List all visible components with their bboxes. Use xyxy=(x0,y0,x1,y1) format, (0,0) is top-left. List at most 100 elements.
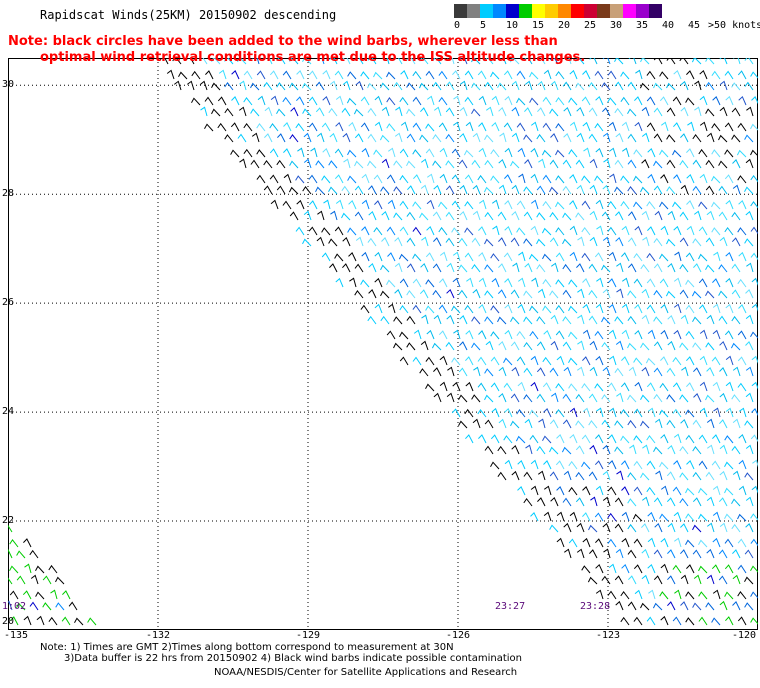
wind-barb xyxy=(361,173,370,184)
wind-barb xyxy=(607,70,617,80)
wind-barb xyxy=(62,590,71,600)
wind-barb xyxy=(588,133,598,143)
wind-barb xyxy=(439,251,448,262)
wind-barb xyxy=(634,96,643,106)
wind-barb xyxy=(744,58,754,65)
wind-barb xyxy=(360,122,370,132)
wind-barb xyxy=(166,69,175,80)
footer-note-2: 3)Data buffer is 22 hrs from 20150902 4)… xyxy=(64,653,522,664)
wind-barb xyxy=(640,420,650,429)
wind-barb xyxy=(731,523,741,533)
wind-barb xyxy=(68,601,78,611)
legend-swatch xyxy=(584,4,597,18)
wind-barb xyxy=(595,355,604,366)
wind-barb xyxy=(751,408,758,417)
wind-barb xyxy=(490,382,500,392)
wind-barb xyxy=(386,97,396,106)
wind-barb xyxy=(595,147,604,158)
wind-barb xyxy=(406,211,416,221)
wind-barb xyxy=(231,96,240,106)
wind-barb xyxy=(667,262,676,273)
wind-barb xyxy=(673,329,682,340)
wind-barb xyxy=(425,279,435,288)
wind-barb xyxy=(595,434,604,444)
wind-barb xyxy=(185,58,195,65)
wind-barb xyxy=(263,185,273,195)
wind-barb xyxy=(399,305,409,314)
wind-barb xyxy=(399,331,409,340)
wind-barb xyxy=(614,316,624,325)
wind-barb xyxy=(615,236,624,247)
wind-barb xyxy=(473,366,481,377)
wind-barb xyxy=(673,511,682,522)
wind-barb xyxy=(498,237,507,247)
wind-barb xyxy=(750,591,758,599)
wind-barb xyxy=(329,132,338,143)
wind-barb xyxy=(724,330,734,340)
wind-barb xyxy=(484,159,494,169)
wind-barb xyxy=(582,537,591,548)
wind-barb xyxy=(653,549,663,559)
wind-barb xyxy=(446,288,455,299)
wind-barb xyxy=(400,121,409,132)
wind-barb xyxy=(322,69,331,80)
wind-barb xyxy=(641,523,650,533)
wind-barb xyxy=(361,147,370,158)
wind-barb xyxy=(555,227,565,236)
wind-barb xyxy=(724,487,734,496)
wind-barb xyxy=(556,511,565,522)
wind-barb xyxy=(217,96,227,106)
wind-barb xyxy=(588,263,598,273)
wind-barb xyxy=(498,106,507,117)
wind-barb xyxy=(419,134,429,143)
wind-barb xyxy=(750,513,758,521)
wind-barb xyxy=(178,71,188,80)
wind-barb xyxy=(712,278,721,288)
wind-barb xyxy=(679,58,689,65)
wind-barb xyxy=(530,381,539,392)
wind-barb xyxy=(504,407,513,418)
wind-barb xyxy=(538,470,546,481)
wind-barb xyxy=(718,160,728,169)
wind-barb xyxy=(616,470,624,481)
wind-barb xyxy=(549,58,559,65)
wind-barb xyxy=(406,108,416,117)
wind-barb xyxy=(556,486,565,496)
wind-barb xyxy=(667,549,676,559)
wind-barb xyxy=(614,420,624,429)
wind-barb xyxy=(283,173,292,184)
wind-barb xyxy=(55,576,65,585)
latitude-tick-label: 26 xyxy=(2,297,15,309)
wind-barb xyxy=(692,419,702,429)
wind-barb xyxy=(615,340,624,351)
wind-barb xyxy=(562,316,572,325)
wind-barb xyxy=(568,486,578,496)
wind-barb xyxy=(589,340,598,351)
wind-barb xyxy=(745,444,754,455)
wind-barb xyxy=(497,445,507,455)
wind-barb xyxy=(296,199,305,210)
wind-barb xyxy=(634,225,643,236)
wind-barb xyxy=(588,315,598,325)
wind-barb xyxy=(634,304,643,314)
wind-barb xyxy=(653,289,663,299)
wind-barb xyxy=(472,418,481,429)
wind-barb xyxy=(731,211,741,221)
wind-barb xyxy=(694,210,702,221)
wind-barb xyxy=(731,263,741,273)
wind-barb xyxy=(451,357,461,366)
wind-barb xyxy=(627,81,637,91)
wind-barb xyxy=(737,227,747,236)
wind-barb xyxy=(511,366,520,377)
wind-barb xyxy=(641,548,650,559)
wind-barb xyxy=(745,523,754,533)
wind-barb xyxy=(308,226,318,236)
wind-barb xyxy=(641,288,650,299)
wind-barb xyxy=(653,58,663,65)
wind-barb xyxy=(660,174,669,184)
wind-barb xyxy=(627,237,637,247)
wind-barb xyxy=(654,522,663,533)
wind-barb xyxy=(737,356,747,366)
wind-barb xyxy=(498,366,507,377)
wind-barb xyxy=(647,511,656,522)
